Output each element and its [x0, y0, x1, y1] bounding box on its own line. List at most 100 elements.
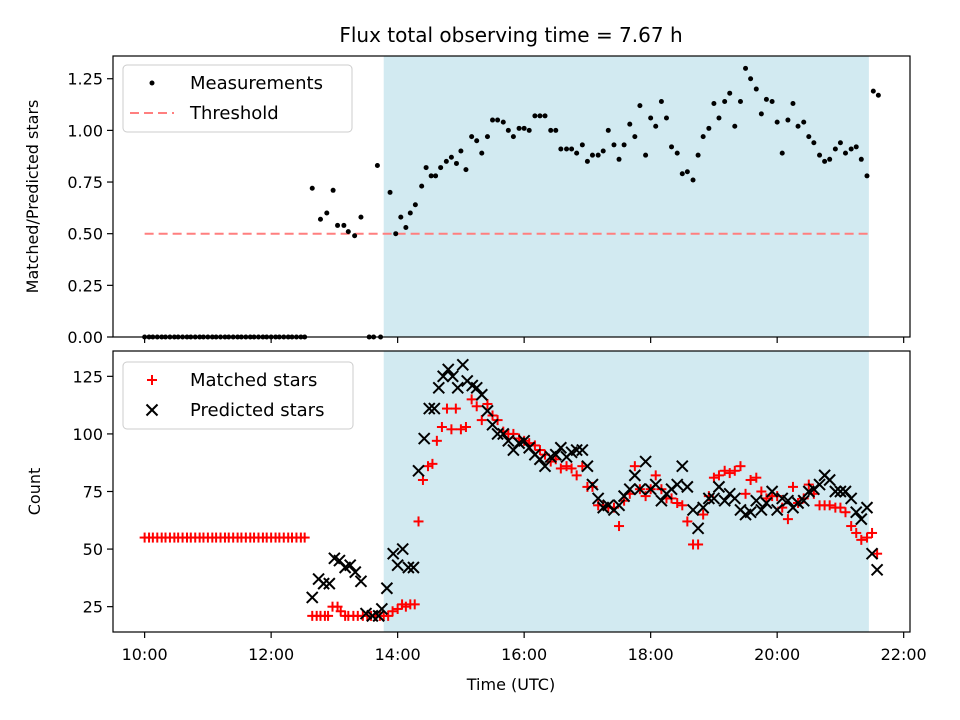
predicted-star-point — [470, 381, 483, 395]
measurement-point — [806, 134, 812, 140]
matched-star-point — [466, 394, 477, 405]
x-tick-label: 20:00 — [754, 645, 800, 664]
predicted-star-point — [676, 459, 689, 473]
top-y-axis-label: Matched/Predicted stars — [23, 100, 42, 294]
measurement-point — [848, 146, 854, 152]
matched-star-point — [571, 470, 582, 481]
measurement-point — [516, 125, 522, 131]
measurement-point — [643, 152, 649, 158]
measurement-point — [832, 146, 838, 152]
measurement-point — [510, 134, 516, 140]
predicted-star-point — [380, 582, 394, 595]
predicted-star-point — [475, 388, 488, 401]
measurement-point — [352, 233, 358, 239]
predicted-star-point — [623, 482, 636, 496]
measurement-point — [753, 86, 759, 92]
top-observing-window-shade — [383, 56, 869, 337]
legend-predicted-label: Predicted stars — [190, 400, 324, 421]
matched-star-point — [724, 468, 735, 479]
measurement-point — [611, 142, 617, 148]
measurement-point — [616, 156, 622, 162]
measurement-point — [387, 189, 393, 195]
measurement-point — [463, 167, 469, 173]
predicted-star-point — [486, 418, 499, 431]
measurement-point — [748, 76, 754, 82]
measurement-point — [335, 222, 341, 228]
x-tick-label: 12:00 — [248, 645, 294, 664]
matched-star-point — [713, 470, 724, 481]
matched-star-point — [508, 428, 519, 439]
matched-star-point — [476, 415, 487, 426]
predicted-star-point — [343, 558, 357, 572]
measurement-point — [393, 231, 399, 237]
measurement-point — [621, 142, 627, 148]
predicted-star-point — [375, 602, 389, 616]
measurement-point — [428, 173, 434, 179]
predicted-star-point — [538, 459, 552, 473]
measurement-point — [737, 98, 743, 104]
bottom-x-axis: 10:00 12:00 14:00 16:00 18:00 20:00 22:00 — [122, 632, 927, 664]
top-panel: 0.00 0.25 0.50 0.75 1.00 1.25 Matched/Predict… — [23, 55, 911, 347]
predicted-star-point — [718, 494, 731, 507]
predicted-star-point — [491, 427, 504, 441]
matched-star-point — [719, 465, 730, 476]
predicted-star-point — [549, 448, 562, 461]
predicted-star-point — [517, 434, 531, 448]
measurement-point — [330, 187, 336, 193]
predicted-star-point — [628, 469, 642, 482]
predicted-star-point — [797, 494, 810, 507]
measurement-point — [732, 123, 738, 129]
measurement-point — [864, 173, 870, 179]
matched-star-point — [682, 516, 693, 527]
predicted-star-point — [681, 480, 694, 494]
matched-star-point — [471, 401, 482, 412]
measurement-point — [448, 154, 454, 160]
measurement-point — [722, 98, 728, 104]
matched-star-point — [417, 474, 428, 485]
measurement-point — [663, 115, 669, 121]
y-tick-label: 125 — [72, 367, 103, 386]
measurement-point — [706, 125, 712, 131]
predicted-star-point — [870, 563, 884, 577]
predicted-star-point — [760, 496, 773, 510]
matched-star-point — [460, 422, 471, 433]
predicted-star-point — [671, 478, 684, 491]
measurement-point — [758, 111, 764, 117]
matched-star-point — [840, 507, 851, 518]
measurement-point — [774, 119, 780, 125]
measurement-point — [790, 101, 796, 107]
predicted-star-point — [451, 381, 464, 395]
measurement-point — [490, 117, 496, 123]
predicted-star-point — [781, 494, 795, 507]
measurement-point — [553, 127, 559, 133]
predicted-star-point — [323, 577, 336, 590]
measurement-point — [637, 103, 643, 109]
measurement-point — [558, 146, 564, 152]
measurement-point — [695, 152, 701, 158]
measurement-point — [521, 125, 527, 131]
x-tick-label: 18:00 — [628, 645, 674, 664]
measurement-point — [858, 156, 864, 162]
measurement-point — [674, 150, 680, 156]
y-tick-label: 75 — [83, 483, 103, 502]
matched-star-point — [787, 481, 798, 492]
predicted-star-point — [391, 558, 404, 572]
measurement-point — [769, 98, 775, 104]
predicted-star-point — [834, 485, 847, 498]
predicted-star-point — [850, 506, 863, 519]
measurement-point — [419, 183, 425, 189]
measurement-point — [600, 148, 606, 154]
measurement-point — [495, 117, 501, 123]
measurement-point — [690, 177, 696, 183]
x-tick-label: 16:00 — [501, 645, 547, 664]
predicted-star-point — [649, 478, 662, 491]
predicted-star-point — [686, 503, 700, 517]
matched-star-point — [392, 603, 403, 614]
matched-star-point — [745, 474, 756, 485]
matched-star-point — [299, 532, 310, 543]
legend-matched-label: Matched stars — [190, 370, 317, 391]
measurement-point — [574, 150, 580, 156]
measurement-point — [548, 127, 554, 133]
matched-star-point — [640, 491, 651, 502]
top-x-ticks — [144, 337, 905, 343]
